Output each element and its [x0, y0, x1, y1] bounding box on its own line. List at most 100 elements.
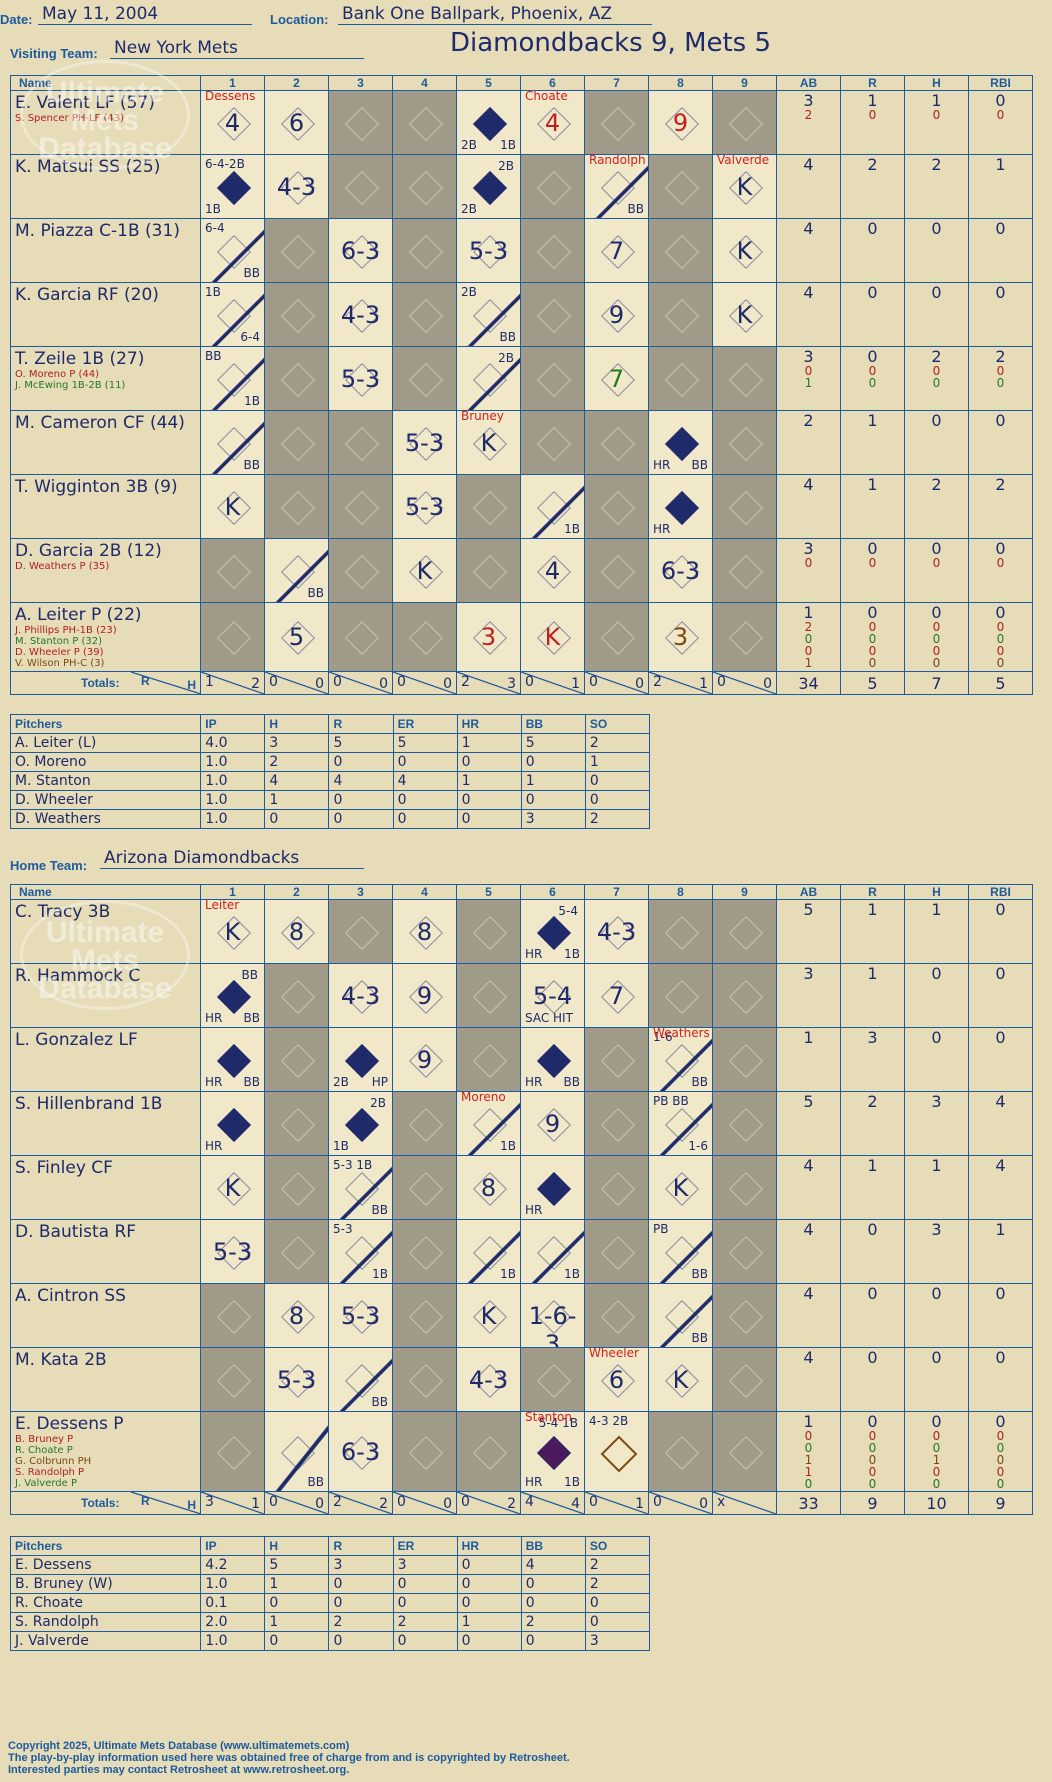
- col-header-ab: AB: [776, 75, 841, 91]
- batter-name-cell: A. Cintron SS: [10, 1283, 201, 1348]
- play-note: HR: [653, 458, 671, 472]
- stat-value: 2: [995, 475, 1006, 494]
- stat-value: 0: [931, 603, 942, 622]
- base-diamond: [344, 426, 379, 461]
- at-bat-cell: 2B BB: [456, 282, 521, 347]
- play-note: HR: [525, 947, 543, 961]
- inning-runs: 1: [205, 674, 214, 690]
- pitching-header: R: [328, 1536, 394, 1556]
- totals-divider: [393, 672, 456, 694]
- inning-runs: 0: [525, 674, 534, 690]
- stat-value: 0: [867, 283, 878, 302]
- stat-rbi: 2: [968, 474, 1033, 539]
- play-result: 4-3: [468, 1365, 509, 1394]
- batter-row: D. Garcia 2B (12) D. Weathers P (35) BB K 4 6…: [10, 538, 1033, 603]
- at-bat-cell: [712, 1027, 777, 1092]
- base-diamond: [600, 1043, 635, 1078]
- play-note: BB: [691, 1267, 708, 1281]
- at-bat-cell: [648, 963, 713, 1028]
- base-diamond: [600, 554, 635, 589]
- totals-divider: [329, 672, 392, 694]
- sub-stat-value: 0: [868, 1453, 877, 1467]
- sub-stat-value: 0: [804, 1429, 813, 1443]
- pitcher-row: M. Stanton 1.0 4 4 4 1 1 0: [9, 771, 651, 791]
- stat-h: 1: [904, 899, 969, 964]
- play-note: BB: [371, 1203, 388, 1217]
- at-bat-cell: K Leiter: [200, 899, 265, 964]
- base-diamond: [280, 426, 315, 461]
- pitching-stat: 0: [520, 790, 586, 810]
- at-bat-cell: [584, 1283, 649, 1348]
- stat-value: 1: [803, 603, 814, 622]
- sub-stat-value: 0: [996, 1441, 1005, 1455]
- pitcher-row: B. Bruney (W) 1.0 1 0 0 0 0 2: [9, 1574, 651, 1594]
- stat-value: 1: [995, 1220, 1006, 1239]
- pitching-stat: 0: [520, 752, 586, 772]
- at-bat-cell: [392, 154, 457, 219]
- play-note: BB: [691, 1331, 708, 1345]
- at-bat-cell: HR: [520, 1155, 585, 1220]
- at-bat-cell: HR: [200, 1091, 265, 1156]
- stat-r: 0: [840, 1347, 905, 1412]
- at-bat-cell: 1-6-3: [520, 1283, 585, 1348]
- play-note: 1B: [500, 1267, 516, 1281]
- base-diamond: [664, 170, 699, 205]
- base-diamond: [536, 234, 571, 269]
- base-diamond: [664, 234, 699, 269]
- stat-value: 3: [803, 347, 814, 366]
- pitching-stat: 0: [392, 752, 458, 772]
- pitching-stat: 0: [264, 809, 330, 829]
- pitching-stat: 1.0: [200, 790, 266, 810]
- sub-stat-value: 0: [868, 1465, 877, 1479]
- pitching-stat: 1: [456, 771, 522, 791]
- sub-stat-value: 0: [932, 376, 941, 390]
- at-bat-cell: [328, 899, 393, 964]
- play-result: 8: [288, 1301, 305, 1330]
- inning-hits: 2: [379, 1496, 388, 1512]
- pitching-stat: 1.0: [200, 1631, 266, 1651]
- at-bat-cell: [712, 538, 777, 603]
- sub-stat-value: 1: [932, 1453, 941, 1467]
- hit-path-line: [457, 283, 520, 346]
- at-bat-cell: 3: [648, 602, 713, 672]
- at-bat-cell: 4 Dessens: [200, 90, 265, 155]
- pitching-stat: 0: [328, 752, 394, 772]
- pitching-stat: 5: [328, 733, 394, 753]
- play-note: BB: [243, 458, 260, 472]
- at-bat-cell: 9: [520, 1091, 585, 1156]
- at-bat-cell: [648, 218, 713, 283]
- play-note: 2B: [461, 285, 477, 299]
- at-bat-cell: [584, 602, 649, 672]
- at-bat-cell: BB: [648, 1283, 713, 1348]
- col-header-inning: 1: [200, 75, 265, 91]
- pitching-change: Stanton: [525, 1411, 572, 1425]
- batter-row: T. Wigginton 3B (9) K 5-3 1B HR 4 1 2 2: [10, 474, 1033, 539]
- col-header-r: R: [840, 75, 905, 91]
- at-bat-cell: K Bruney: [456, 410, 521, 475]
- at-bat-cell: [264, 1027, 329, 1092]
- pitching-stat: 2: [328, 1612, 394, 1632]
- play-result: 8: [480, 1173, 497, 1202]
- base-diamond: [664, 915, 699, 950]
- play-note: HR: [205, 1011, 223, 1025]
- batter-row: C. Tracy 3B K Leiter 8 8 5-4 HR 1B 4-3 5 1 1 0: [10, 899, 1033, 964]
- play-result: 5-3: [276, 1365, 317, 1394]
- base-diamond: [728, 1043, 763, 1078]
- play-result: K: [224, 917, 241, 946]
- pitching-header: ER: [392, 1536, 458, 1556]
- sub-stat-value: 0: [868, 1477, 877, 1491]
- pitching-change: Weathers: [653, 1027, 710, 1041]
- at-bat-cell: 6 Wheeler: [584, 1347, 649, 1412]
- at-bat-cell: [456, 1027, 521, 1092]
- at-bat-cell: 6-3: [328, 1411, 393, 1492]
- play-note: 5-3 1B: [333, 1158, 373, 1172]
- play-result: K: [544, 623, 561, 651]
- pitching-stat: 0.1: [200, 1593, 266, 1613]
- sub-stat-value: 0: [932, 1429, 941, 1443]
- base-diamond: [408, 170, 443, 205]
